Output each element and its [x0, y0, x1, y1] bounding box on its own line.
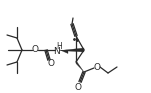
Text: O: O	[74, 84, 82, 93]
Text: O: O	[93, 62, 101, 72]
Text: N: N	[54, 48, 60, 57]
Text: O: O	[32, 45, 39, 54]
Polygon shape	[60, 48, 84, 52]
Polygon shape	[76, 61, 84, 72]
Polygon shape	[60, 50, 68, 53]
Text: O: O	[48, 60, 55, 69]
Text: H: H	[57, 42, 62, 51]
